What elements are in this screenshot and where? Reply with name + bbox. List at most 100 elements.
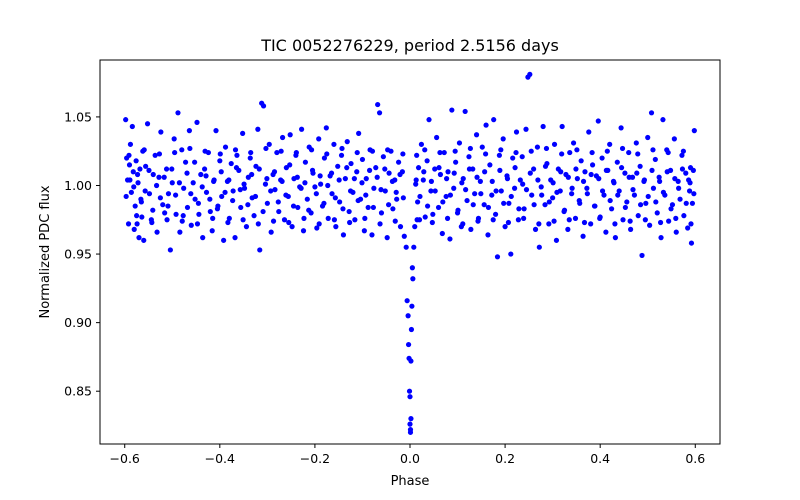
data-point [418, 141, 425, 147]
data-point [164, 217, 170, 223]
data-point [491, 117, 497, 123]
data-point [300, 228, 307, 234]
data-point [172, 149, 178, 156]
data-point [228, 160, 234, 167]
data-point [238, 204, 244, 211]
data-point [451, 185, 457, 191]
data-point [332, 195, 338, 201]
data-point [329, 191, 335, 197]
data-point [603, 229, 609, 235]
data-point [294, 174, 300, 180]
data-point [335, 163, 341, 169]
data-point [540, 123, 546, 130]
data-point [400, 151, 406, 157]
data-point [272, 187, 278, 193]
data-point [125, 221, 132, 227]
data-point [456, 140, 463, 146]
data-point [184, 170, 190, 176]
data-point [483, 151, 489, 157]
data-point [289, 224, 295, 230]
data-point [271, 169, 278, 175]
x-tick-label: 0.0 [400, 451, 420, 466]
data-point [573, 166, 579, 172]
data-point [278, 148, 284, 154]
data-point [243, 224, 250, 230]
data-point [347, 219, 353, 226]
y-axis-label: Normalized PDC flux [38, 185, 53, 318]
data-point [359, 180, 365, 186]
data-point [210, 215, 216, 221]
data-point [241, 181, 247, 187]
data-point [313, 191, 319, 197]
data-point [439, 230, 445, 237]
data-point [190, 180, 196, 186]
data-point [413, 181, 419, 187]
data-point [542, 202, 548, 208]
data-point [589, 149, 595, 156]
data-point [408, 416, 414, 422]
data-point [460, 176, 466, 182]
data-point [604, 148, 610, 154]
data-point [478, 191, 484, 197]
chart-title: TIC 0052276229, period 2.5156 days [260, 36, 559, 55]
x-axis-label: Phase [391, 474, 430, 489]
data-point [165, 203, 171, 209]
data-point [126, 152, 132, 158]
data-point [245, 202, 251, 208]
data-point [222, 189, 228, 195]
data-point [611, 180, 617, 186]
data-point [615, 192, 621, 198]
data-point [595, 118, 601, 124]
data-point [551, 218, 557, 224]
data-point [570, 140, 577, 146]
data-point [165, 191, 172, 197]
data-point [577, 200, 583, 206]
data-point [639, 252, 645, 259]
data-point [422, 214, 428, 220]
data-point [490, 217, 496, 223]
data-point [523, 126, 529, 132]
data-point [407, 394, 413, 400]
data-point [559, 151, 565, 157]
data-point [131, 226, 137, 232]
data-point [624, 199, 630, 205]
data-point [268, 229, 274, 235]
data-point [508, 251, 514, 257]
data-point [132, 203, 138, 209]
data-point [152, 152, 158, 158]
data-point [415, 165, 422, 171]
data-point [501, 200, 507, 206]
data-point [691, 191, 697, 197]
data-point [637, 163, 643, 169]
data-point [209, 228, 215, 234]
data-point [408, 358, 414, 364]
data-point [374, 174, 380, 180]
data-point [443, 193, 449, 200]
data-point [532, 226, 539, 232]
data-point [508, 193, 514, 200]
data-point [356, 130, 362, 136]
data-point [188, 222, 194, 228]
data-point [318, 181, 324, 187]
data-point [177, 229, 183, 235]
data-point [455, 207, 461, 213]
data-point [131, 184, 137, 190]
data-point [614, 159, 620, 165]
data-point [161, 174, 167, 180]
data-point [665, 149, 671, 156]
data-point [230, 197, 236, 204]
data-point [380, 154, 386, 160]
data-point [260, 208, 266, 215]
data-point [447, 192, 454, 198]
data-point [139, 214, 145, 220]
data-point [369, 148, 376, 154]
data-point [421, 169, 427, 175]
data-point [344, 139, 350, 145]
data-point [179, 218, 185, 224]
y-tick-label: 0.85 [64, 384, 92, 399]
data-point [420, 177, 426, 183]
data-point [588, 171, 594, 178]
data-point [459, 180, 465, 186]
data-point [338, 152, 345, 158]
data-point [683, 200, 689, 206]
